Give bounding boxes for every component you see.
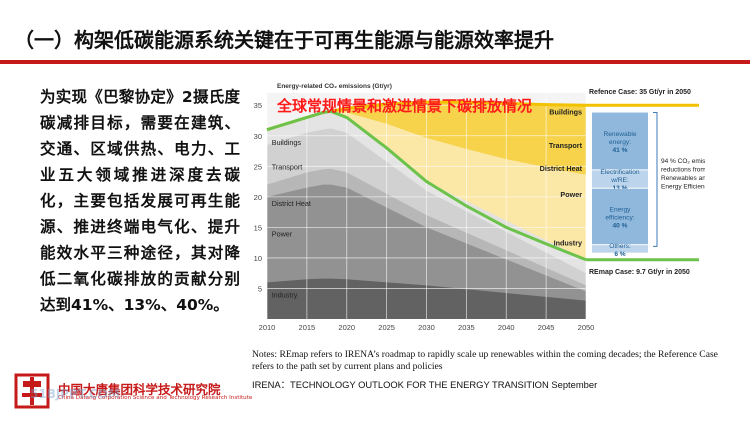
- sector-label-left: Buildings: [272, 138, 302, 147]
- reduction-note: 94 % CO₂ emission: [661, 158, 705, 165]
- sector-label-left: Transport: [272, 162, 303, 171]
- breakdown-segment: [592, 245, 648, 253]
- title-rule: [0, 60, 750, 64]
- remap-case-label: REmap Case: 9.7 Gt/yr in 2050: [589, 269, 690, 276]
- x-tick-label: 2040: [498, 323, 515, 332]
- gap-area-dark: [330, 102, 586, 175]
- breakdown-segment: [592, 170, 648, 188]
- y-tick-label: 30: [254, 132, 262, 141]
- sector-label-right: Industry: [554, 239, 582, 248]
- series-line-remap: [266, 109, 587, 262]
- breakdown-segment: [592, 188, 648, 245]
- breakdown-label: Renewable: [604, 131, 637, 138]
- breakdown-label: 40 %: [612, 222, 627, 229]
- sector-label-right: Transport: [549, 141, 583, 150]
- x-tick-label: 2010: [259, 323, 276, 332]
- sector-label-right: Power: [560, 190, 582, 199]
- y-tick-label: 10: [254, 254, 262, 263]
- breakdown-label: 6 %: [614, 251, 625, 258]
- y-tick-label: 5: [258, 284, 262, 293]
- watermark-text: 51BJPPT.COM: [30, 387, 120, 401]
- y-tick-label: 20: [254, 193, 262, 202]
- y-tick-label: 15: [254, 223, 262, 232]
- breakdown-label: 13 %: [612, 185, 627, 192]
- y-axis-label: Energy-related CO₂ emissions (Gt/yr): [277, 83, 392, 90]
- breakdown-label: Others:: [609, 243, 631, 250]
- sector-label-left: Industry: [272, 291, 298, 300]
- sector-label-left: District Heat: [272, 199, 311, 208]
- sector-label-left: Power: [272, 230, 293, 239]
- chart-title: 全球常规情景和激进情景下碳排放情况: [276, 97, 532, 115]
- chart-source: IRENA：TECHNOLOGY OUTLOOK FOR THE ENERGY …: [252, 379, 598, 390]
- bracket-line: [653, 112, 658, 247]
- slide-title: （一）构架低碳能源系统关键在于可再生能源与能源效率提升: [14, 28, 554, 52]
- reference-case-label: Refence Case: 35 Gt/yr in 2050: [589, 89, 691, 96]
- breakdown-label: w/RE:: [610, 177, 629, 184]
- chart-note: Notes: REmap refers to IRENA’s roadmap t…: [252, 349, 718, 372]
- reduction-note: Renewables and: [661, 175, 705, 182]
- sector-label-right: District Heat: [540, 164, 583, 173]
- x-tick-label: 2015: [299, 323, 316, 332]
- y-tick-label: 35: [254, 101, 262, 110]
- body-text: 为实现《巴黎协定》2摄氏度碳减排目标，需要在建筑、交通、区域供热、电力、工业五大…: [40, 88, 240, 314]
- breakdown-label: efficiency:: [605, 214, 634, 221]
- y-tick-label: 25: [254, 162, 262, 171]
- reduction-note: reductions from: [661, 167, 705, 174]
- x-tick-label: 2020: [338, 323, 355, 332]
- x-tick-label: 2025: [378, 323, 395, 332]
- logo-english-name: China Datang Corporation Science and Tec…: [58, 395, 253, 401]
- breakdown-segment: [592, 112, 648, 170]
- reduction-note: Energy Efficiency: [661, 184, 705, 191]
- x-tick-label: 2045: [538, 323, 555, 332]
- breakdown-label: 41 %: [612, 147, 627, 154]
- logo-chinese-name: 中国大唐集团科学技术研究院: [58, 382, 221, 397]
- breakdown-label: Electrification: [600, 169, 640, 176]
- datang-logo-icon: [14, 373, 50, 409]
- x-tick-label: 2035: [458, 323, 475, 332]
- sector-label-right: Buildings: [549, 107, 582, 116]
- x-tick-label: 2030: [418, 323, 435, 332]
- breakdown-label: Energy: [610, 206, 632, 213]
- breakdown-label: energy:: [609, 139, 631, 146]
- x-tick-label: 2050: [578, 323, 595, 332]
